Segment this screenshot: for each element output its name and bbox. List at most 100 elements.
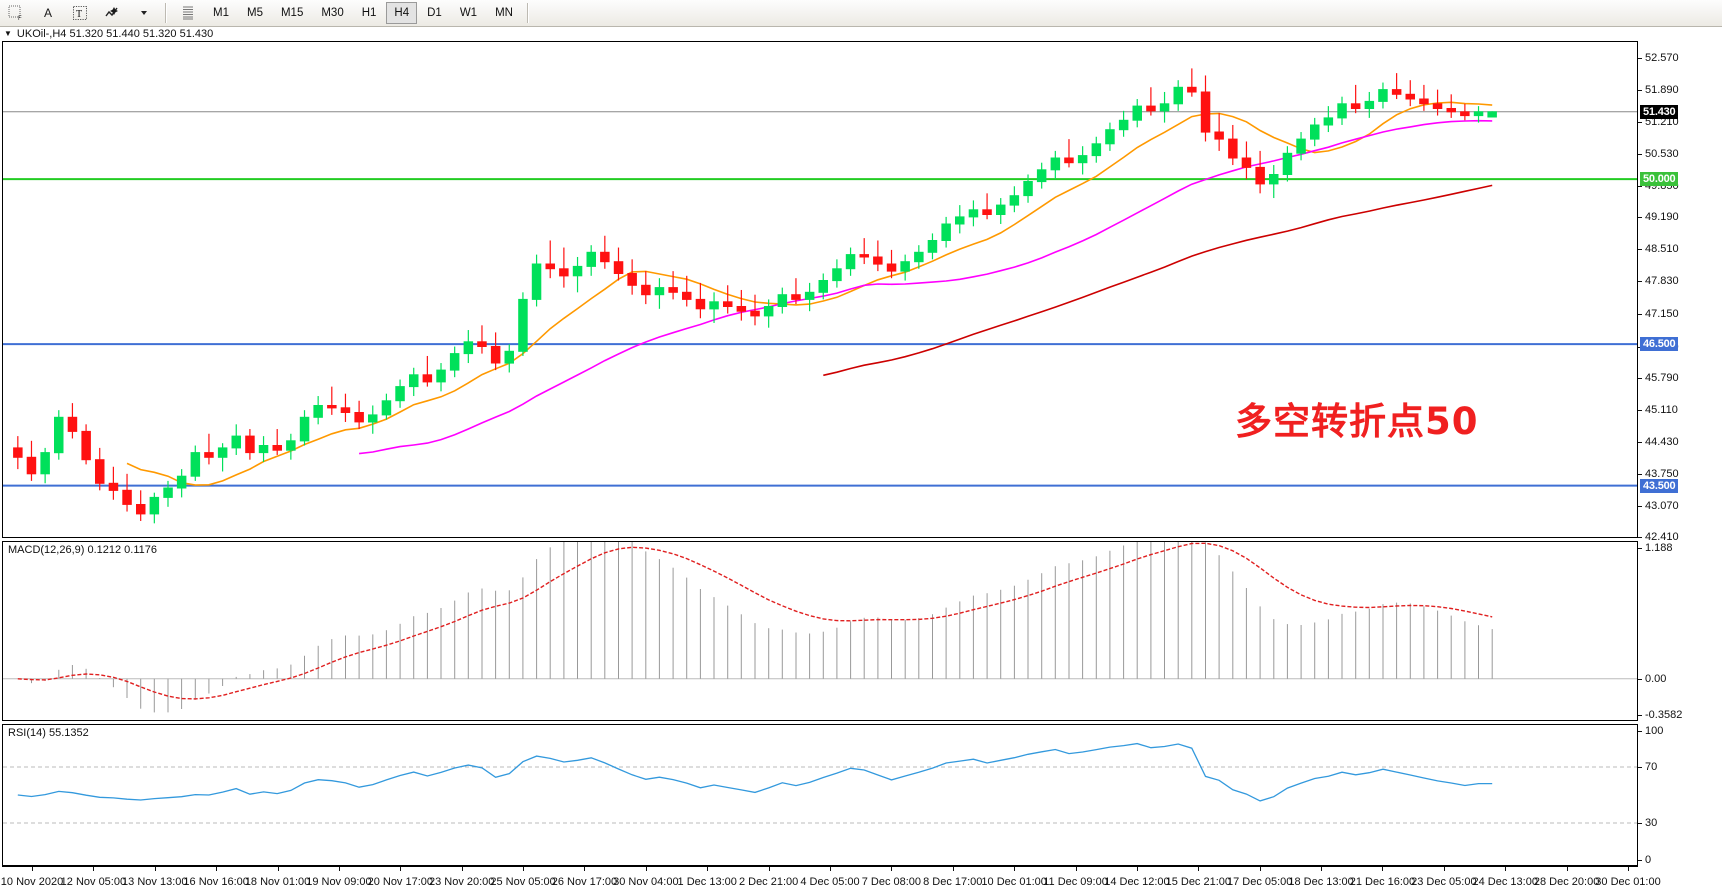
svg-text:F: F (18, 16, 22, 21)
timeframe-d1[interactable]: D1 (427, 7, 442, 19)
rsi-tick: 0 (1638, 854, 1651, 866)
price-tick: 47.150 (1638, 308, 1679, 320)
price-candlestick-svg (3, 68, 1637, 524)
crosshair-grid-icon[interactable]: F (1, 1, 31, 25)
price-plot-area[interactable] (3, 42, 1637, 537)
time-label: 19 Nov 09:00 (306, 876, 372, 888)
time-tick (1136, 867, 1138, 871)
macd-tick: 1.188 (1638, 542, 1673, 554)
time-label: 7 Dec 08:00 (861, 876, 922, 888)
time-label: 30 Nov 04:00 (613, 876, 679, 888)
timeframe-h4[interactable]: H4 (386, 2, 418, 24)
time-label: 28 Dec 20:00 (1533, 876, 1600, 888)
price-tag-blue: 46.500 (1640, 337, 1679, 352)
time-tick (216, 867, 218, 871)
time-label: 24 Dec 13:00 (1472, 876, 1538, 888)
dropdown-arrow-icon[interactable] (129, 1, 159, 25)
time-label: 17 Dec 05:00 (1226, 876, 1293, 888)
timeframe-w1[interactable]: W1 (459, 7, 478, 19)
price-tag-blue: 43.500 (1640, 478, 1679, 493)
time-tick (707, 867, 709, 871)
time-tick (645, 867, 647, 871)
price-tag-last: 51.430 (1640, 104, 1679, 119)
time-label: 15 Dec 21:00 (1165, 876, 1232, 888)
time-tick (1321, 867, 1323, 871)
timeframe-m30[interactable]: M30 (321, 7, 344, 19)
macd-scale: 1.188 0.00 -0.3582 (1638, 541, 1722, 721)
timeframe-m1[interactable]: M1 (213, 7, 229, 19)
toolbar-separator-1 (165, 3, 167, 23)
timeframe-m5[interactable]: M5 (246, 7, 263, 19)
price-tick: 45.110 (1638, 404, 1678, 416)
time-tick (461, 867, 463, 871)
time-tick (1382, 867, 1384, 871)
time-tick (1014, 867, 1016, 871)
timeframe-list-icon[interactable] (173, 1, 203, 25)
svg-text:T: T (76, 9, 82, 20)
time-tick (154, 867, 156, 871)
time-tick (1628, 867, 1629, 871)
macd-indicator-panel[interactable]: MACD(12,26,9) 0.1212 0.1176 (2, 541, 1638, 721)
time-tick (400, 867, 402, 871)
time-tick (1198, 867, 1200, 871)
price-tick: 51.890 (1638, 84, 1679, 96)
time-label: 18 Dec 13:00 (1288, 876, 1354, 888)
time-label: 2 Dec 21:00 (738, 876, 799, 888)
price-chart-panel[interactable]: 多空转折点50 (2, 41, 1638, 538)
main-toolbar: F A T (0, 0, 1722, 27)
rsi-scale: 100 70 30 0 (1638, 724, 1722, 866)
time-tick (338, 867, 340, 871)
price-tick: 52.570 (1638, 52, 1679, 64)
time-tick (1443, 867, 1445, 871)
symbol-quote-text: UKOil-,H4 51.320 51.440 51.320 51.430 (16, 28, 214, 40)
time-label: 14 Dec 12:00 (1104, 876, 1170, 888)
rsi-plot-area[interactable] (3, 725, 1637, 865)
symbol-quote-line: ▼ UKOil-,H4 51.320 51.440 51.320 51.430 (0, 27, 1722, 41)
price-tick: 45.790 (1638, 372, 1679, 384)
price-tick: 43.750 (1638, 468, 1679, 480)
time-tick (1259, 867, 1261, 871)
price-tick: 43.070 (1638, 500, 1679, 512)
time-tick (768, 867, 770, 871)
time-label: 16 Nov 16:00 (183, 876, 249, 888)
timeframe-group: M1 M5 M15 M30 H1 H4 D1 W1 MN (204, 2, 522, 24)
rsi-indicator-panel[interactable]: RSI(14) 55.1352 (2, 724, 1638, 866)
macd-tick: 0.00 (1638, 673, 1666, 685)
rsi-tick: 70 (1638, 761, 1657, 773)
time-label: 18 Nov 01:00 (244, 876, 311, 888)
time-tick (1505, 867, 1507, 871)
time-tick (93, 867, 95, 871)
price-scale[interactable]: 52.570 51.890 51.210 50.530 49.850 49.190 48.5… (1638, 41, 1722, 543)
time-tick (891, 867, 893, 871)
time-label: 20 Nov 17:00 (367, 876, 434, 888)
rsi-tick: 30 (1638, 817, 1657, 829)
price-tick: 51.210 (1638, 116, 1679, 128)
time-axis[interactable]: 10 Nov 2020 12 Nov 05:00 13 Nov 13:00 16 No… (1, 866, 1661, 892)
time-label: 13 Nov 13:00 (122, 876, 188, 888)
text-label-icon[interactable]: T (65, 1, 95, 25)
time-label: 21 Dec 16:00 (1349, 876, 1416, 888)
indicators-icon[interactable] (97, 1, 127, 25)
time-label: 11 Dec 09:00 (1043, 876, 1108, 888)
macd-plot-area[interactable] (3, 542, 1637, 720)
time-label: 8 Dec 17:00 (923, 876, 983, 888)
time-tick (1075, 867, 1077, 871)
price-tick: 42.410 (1638, 531, 1679, 543)
rsi-tick: 100 (1638, 725, 1663, 737)
timeframe-m15[interactable]: M15 (280, 7, 304, 19)
time-label: 30 Dec 01:00 (1595, 876, 1661, 888)
time-label: 23 Dec 05:00 (1411, 876, 1477, 888)
time-tick (952, 867, 954, 871)
price-tick: 49.190 (1638, 211, 1679, 223)
timeframe-h1[interactable]: H1 (361, 7, 377, 19)
time-label: 23 Nov 20:00 (428, 876, 495, 888)
price-tag-green: 50.000 (1640, 172, 1679, 187)
time-tick (584, 867, 586, 871)
toolbar-separator-2 (526, 3, 529, 23)
timeframe-mn[interactable]: MN (495, 7, 513, 19)
text-object-icon[interactable]: A (43, 6, 52, 20)
rsi-label: RSI(14) 55.1352 (7, 727, 90, 739)
chevron-down-icon[interactable]: ▼ (4, 29, 12, 38)
time-tick (830, 867, 831, 871)
